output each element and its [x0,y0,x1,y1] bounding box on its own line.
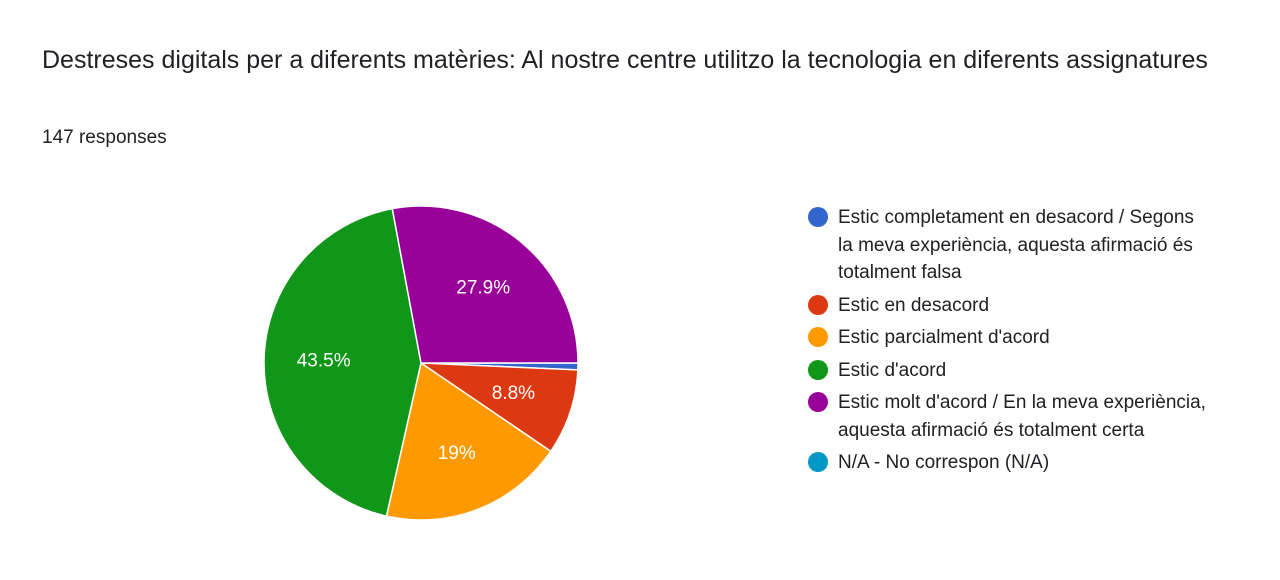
pie-slice-2[interactable] [385,361,552,521]
pie-slice-1[interactable] [418,362,579,453]
legend-label: Estic parcialment d'acord [838,327,1050,348]
pie-slice-3[interactable] [263,207,422,518]
legend-item-4[interactable]: Estic molt d'acord / En la meva experièn… [808,389,1208,444]
legend-item-5[interactable]: N/A - No correspon (N/A) [808,449,1208,477]
legend-item-1[interactable]: Estic en desacord [808,292,1208,320]
legend-dot-icon [808,327,828,347]
legend-label: Estic en desacord [838,294,990,316]
legend-dot-icon [808,392,828,412]
legend-dot-icon [808,207,828,227]
pie-chart: 8.8% 19% 43.5% 27.9% [263,205,579,521]
legend-dot-icon [808,359,828,380]
slice-label-1: 8.8% [492,383,535,404]
slice-label-3: 43.5% [297,351,351,372]
slice-label-2: 19% [438,443,476,464]
slice-label-4: 27.9% [456,278,510,299]
pie-slice-4[interactable] [391,205,579,364]
chart-title: Destreses digitals per a diferents matèr… [42,46,1208,74]
legend-item-2[interactable]: Estic parcialment d'acord [808,324,1208,352]
chart-legend: Estic completament en desacord / Segons … [808,204,1208,482]
legend-dot-icon [808,452,828,472]
legend-label: N/A - No correspon (N/A) [838,452,1050,473]
legend-dot-icon [808,294,828,315]
legend-item-0[interactable]: Estic completament en desacord / Segons … [808,204,1208,287]
legend-label: Estic molt d'acord / En la meva experièn… [838,392,1206,441]
response-count: 147 responses [42,127,167,148]
legend-item-3[interactable]: Estic d'acord [808,357,1208,385]
legend-label: Estic d'acord [838,359,947,381]
legend-label: Estic completament en desacord / Segons … [838,207,1194,283]
